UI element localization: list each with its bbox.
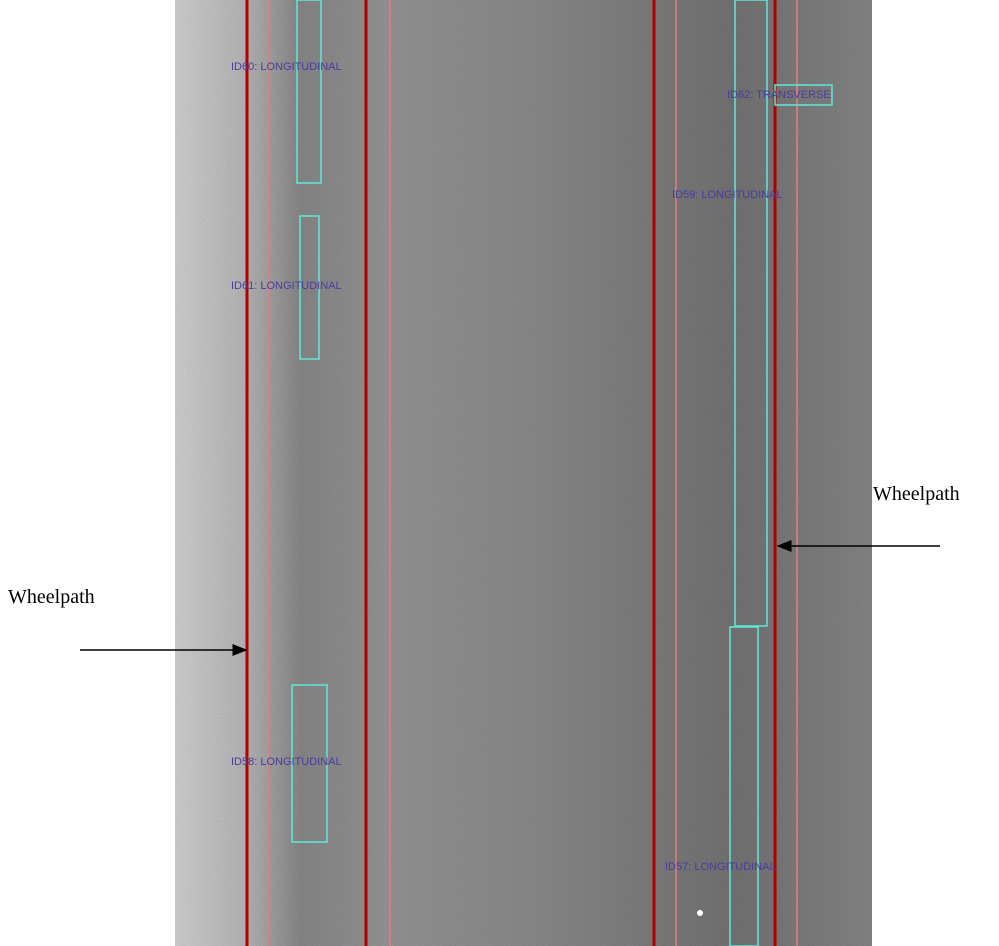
crack-label: ID62: TRANSVERSE [727,89,831,101]
callout-label: Wheelpath [8,586,95,608]
figure: ID60: LONGITUDINAL ID61: LONGITUDINAL ID… [0,0,999,946]
callout-label: Wheelpath [873,483,960,505]
crack-label: ID58: LONGITUDINAL [231,756,342,768]
crack-label: ID59: LONGITUDINAL [672,189,783,201]
crack-label: ID57: LONGITUDINAL [665,861,776,873]
crack-label: ID61: LONGITUDINAL [231,280,342,292]
speck [697,910,703,916]
crack-label: ID60: LONGITUDINAL [231,61,342,73]
